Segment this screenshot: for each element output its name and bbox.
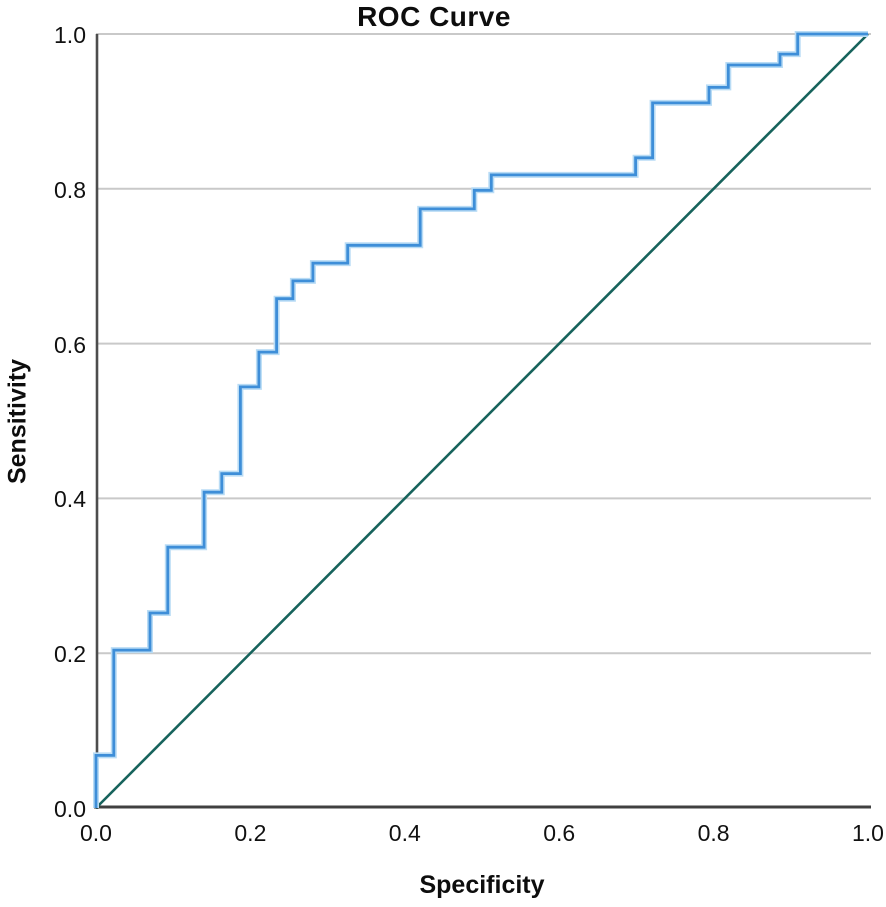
y-tick-label: 0.4 xyxy=(54,486,86,513)
x-tick-label: 0.0 xyxy=(80,820,112,846)
x-tick-label: 0.6 xyxy=(543,820,576,846)
x-tick-label: 0.2 xyxy=(234,820,267,846)
y-tick-label: 0.8 xyxy=(54,176,86,203)
x-axis-title: Specificity xyxy=(419,871,545,899)
chart-title: ROC Curve xyxy=(357,1,511,32)
y-tick-label: 0.6 xyxy=(54,331,86,358)
roc-plot-area xyxy=(93,31,871,809)
y-axis-title: Sensitivity xyxy=(3,358,32,485)
x-tick-label: 1.0 xyxy=(852,820,884,846)
y-tick-label: 0.0 xyxy=(54,796,86,822)
reference-diagonal-line xyxy=(95,33,869,809)
roc-curve-line xyxy=(94,32,868,808)
y-tick-label: 1.0 xyxy=(54,22,86,48)
x-tick-label: 0.8 xyxy=(697,820,730,846)
y-tick-label: 0.2 xyxy=(54,641,86,668)
x-tick-label: 0.4 xyxy=(388,820,421,846)
